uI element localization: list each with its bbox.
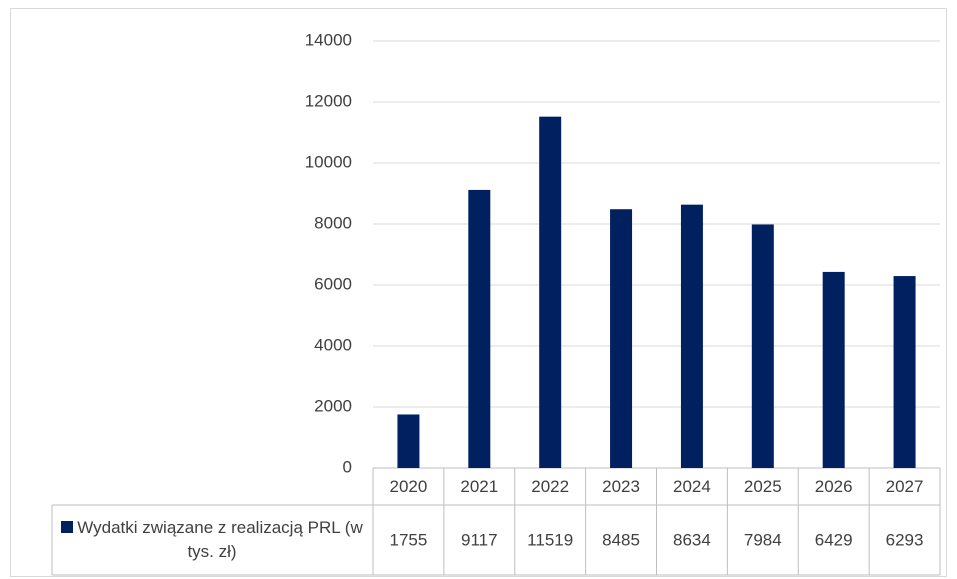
table-value: 8634 — [673, 530, 711, 549]
x-tick-label: 2022 — [531, 477, 569, 496]
bar — [680, 204, 703, 468]
bar — [893, 276, 916, 468]
y-tick-label: 14000 — [305, 30, 352, 49]
bar — [397, 414, 420, 468]
x-tick-label: 2025 — [744, 477, 782, 496]
y-tick-label: 12000 — [305, 91, 352, 110]
y-tick-label: 10000 — [305, 152, 352, 171]
x-tick-label: 2027 — [886, 477, 924, 496]
y-tick-label: 2000 — [314, 396, 352, 415]
legend-swatch — [61, 521, 74, 533]
y-tick-label: 0 — [343, 457, 352, 476]
bar — [822, 271, 845, 468]
x-tick-label: 2021 — [460, 477, 498, 496]
x-tick-label: 2026 — [815, 477, 853, 496]
x-tick-label: 2024 — [673, 477, 711, 496]
x-tick-label: 2023 — [602, 477, 640, 496]
legend: Wydatki związane z realizacją PRL (w tys… — [52, 506, 372, 574]
y-tick-label: 6000 — [314, 274, 352, 293]
table-value: 6293 — [886, 530, 924, 549]
table-value: 11519 — [527, 530, 573, 549]
bar — [751, 224, 774, 468]
bar — [610, 209, 633, 468]
bar — [539, 116, 562, 468]
legend-label: Wydatki związane z realizacją PRL (w tys… — [77, 518, 363, 561]
chart-border — [10, 8, 947, 577]
y-tick-label: 4000 — [314, 335, 352, 354]
table-value: 1755 — [390, 530, 428, 549]
table-value: 6429 — [815, 530, 853, 549]
table-value: 9117 — [461, 530, 498, 549]
x-tick-label: 2020 — [390, 477, 428, 496]
bar — [468, 189, 491, 468]
table-value: 7984 — [744, 530, 782, 549]
y-tick-label: 8000 — [314, 213, 352, 232]
table-value: 8485 — [602, 530, 640, 549]
